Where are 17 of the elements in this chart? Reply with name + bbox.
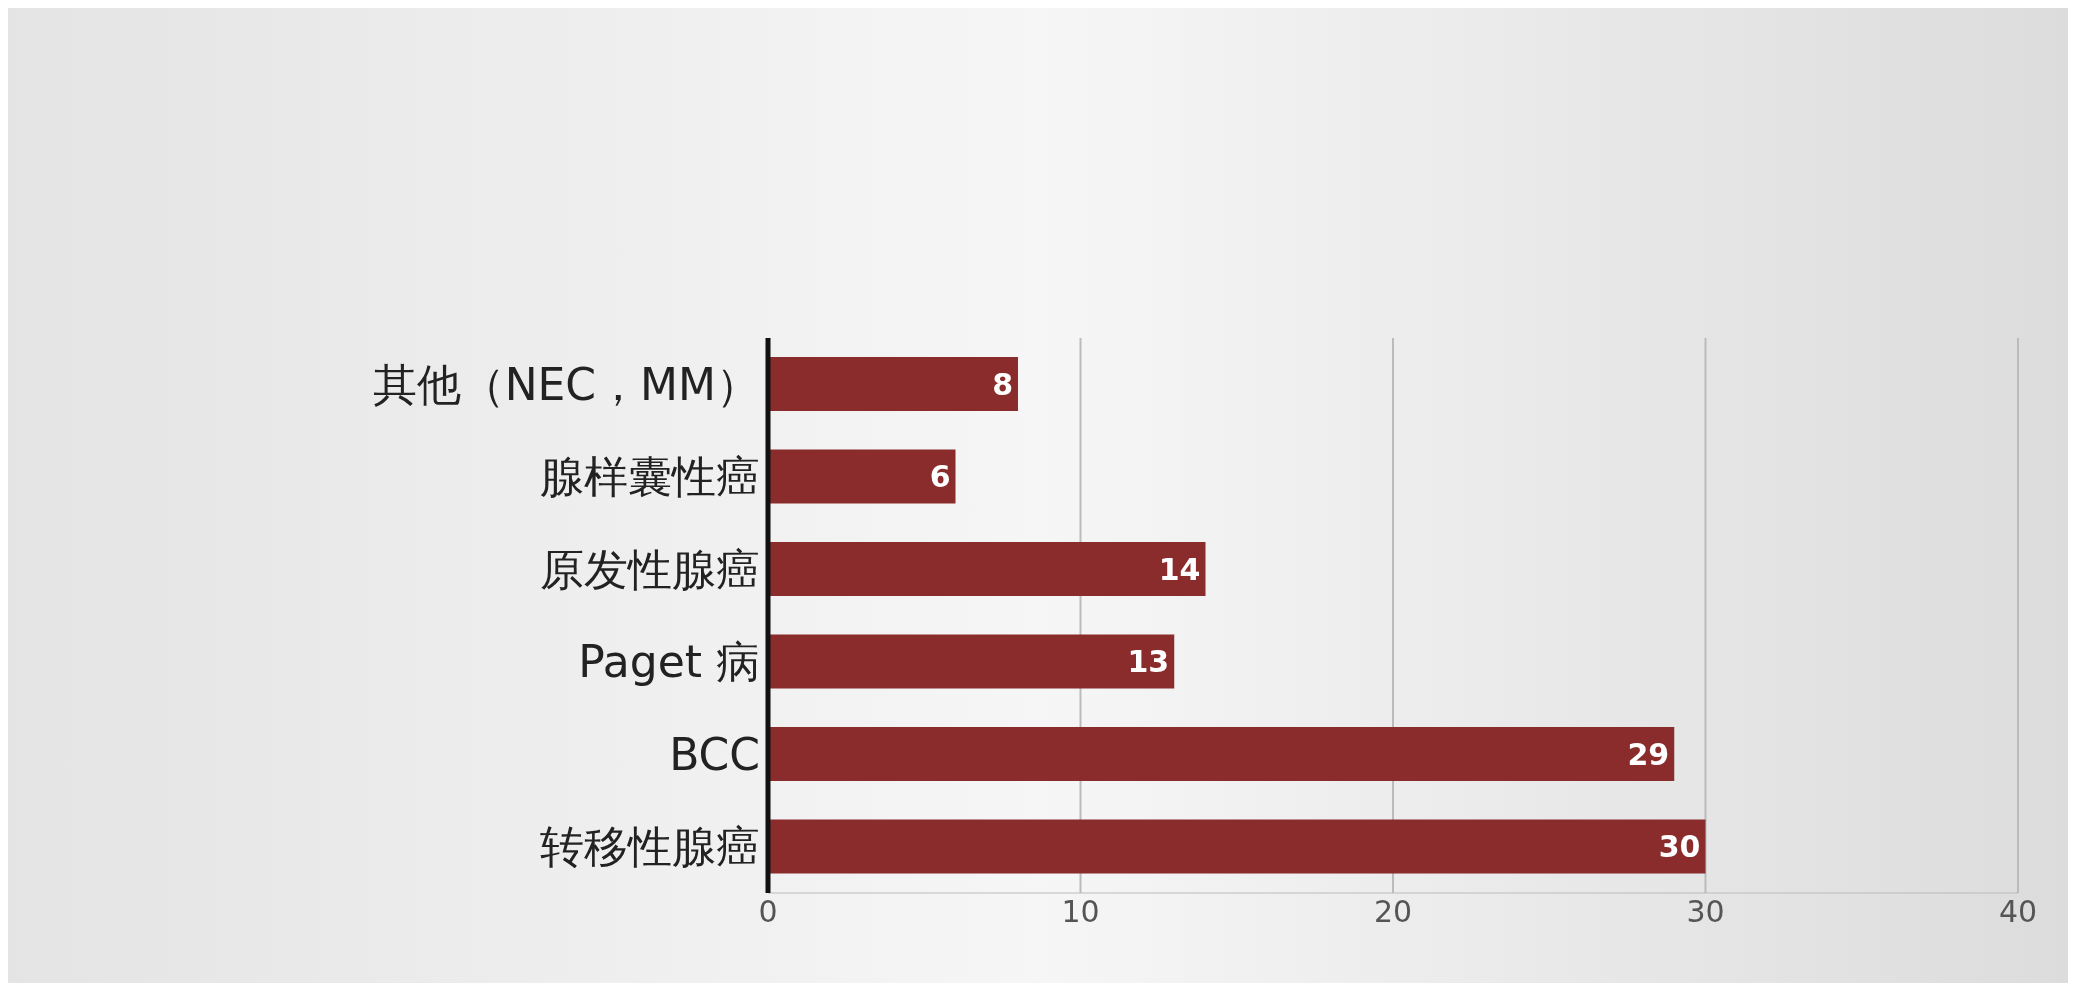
- data-label: 13: [1127, 644, 1170, 680]
- x-tick-label: 40: [1998, 894, 2038, 930]
- y-tick-label: 转移性腺癌: [540, 821, 760, 873]
- data-label: 8: [992, 366, 1013, 402]
- x-tick-label: 30: [1686, 894, 1725, 930]
- y-tick-label: 原发性腺癌: [540, 543, 760, 595]
- data-label: 29: [1627, 736, 1670, 772]
- y-tick-label: BCC: [669, 728, 760, 780]
- x-tick-label: 0: [758, 894, 778, 930]
- x-tick-label: 10: [1061, 894, 1100, 930]
- data-label: 14: [1158, 551, 1201, 587]
- data-label: 6: [929, 459, 951, 495]
- y-tick-label: 其他（NEC，MM）: [372, 358, 760, 410]
- y-tick-label: 腺样囊性癌: [540, 451, 760, 503]
- data-label: 30: [1658, 829, 1701, 865]
- y-tick-label: Paget 病: [578, 636, 760, 688]
- x-tick-label: 20: [1373, 894, 1413, 930]
